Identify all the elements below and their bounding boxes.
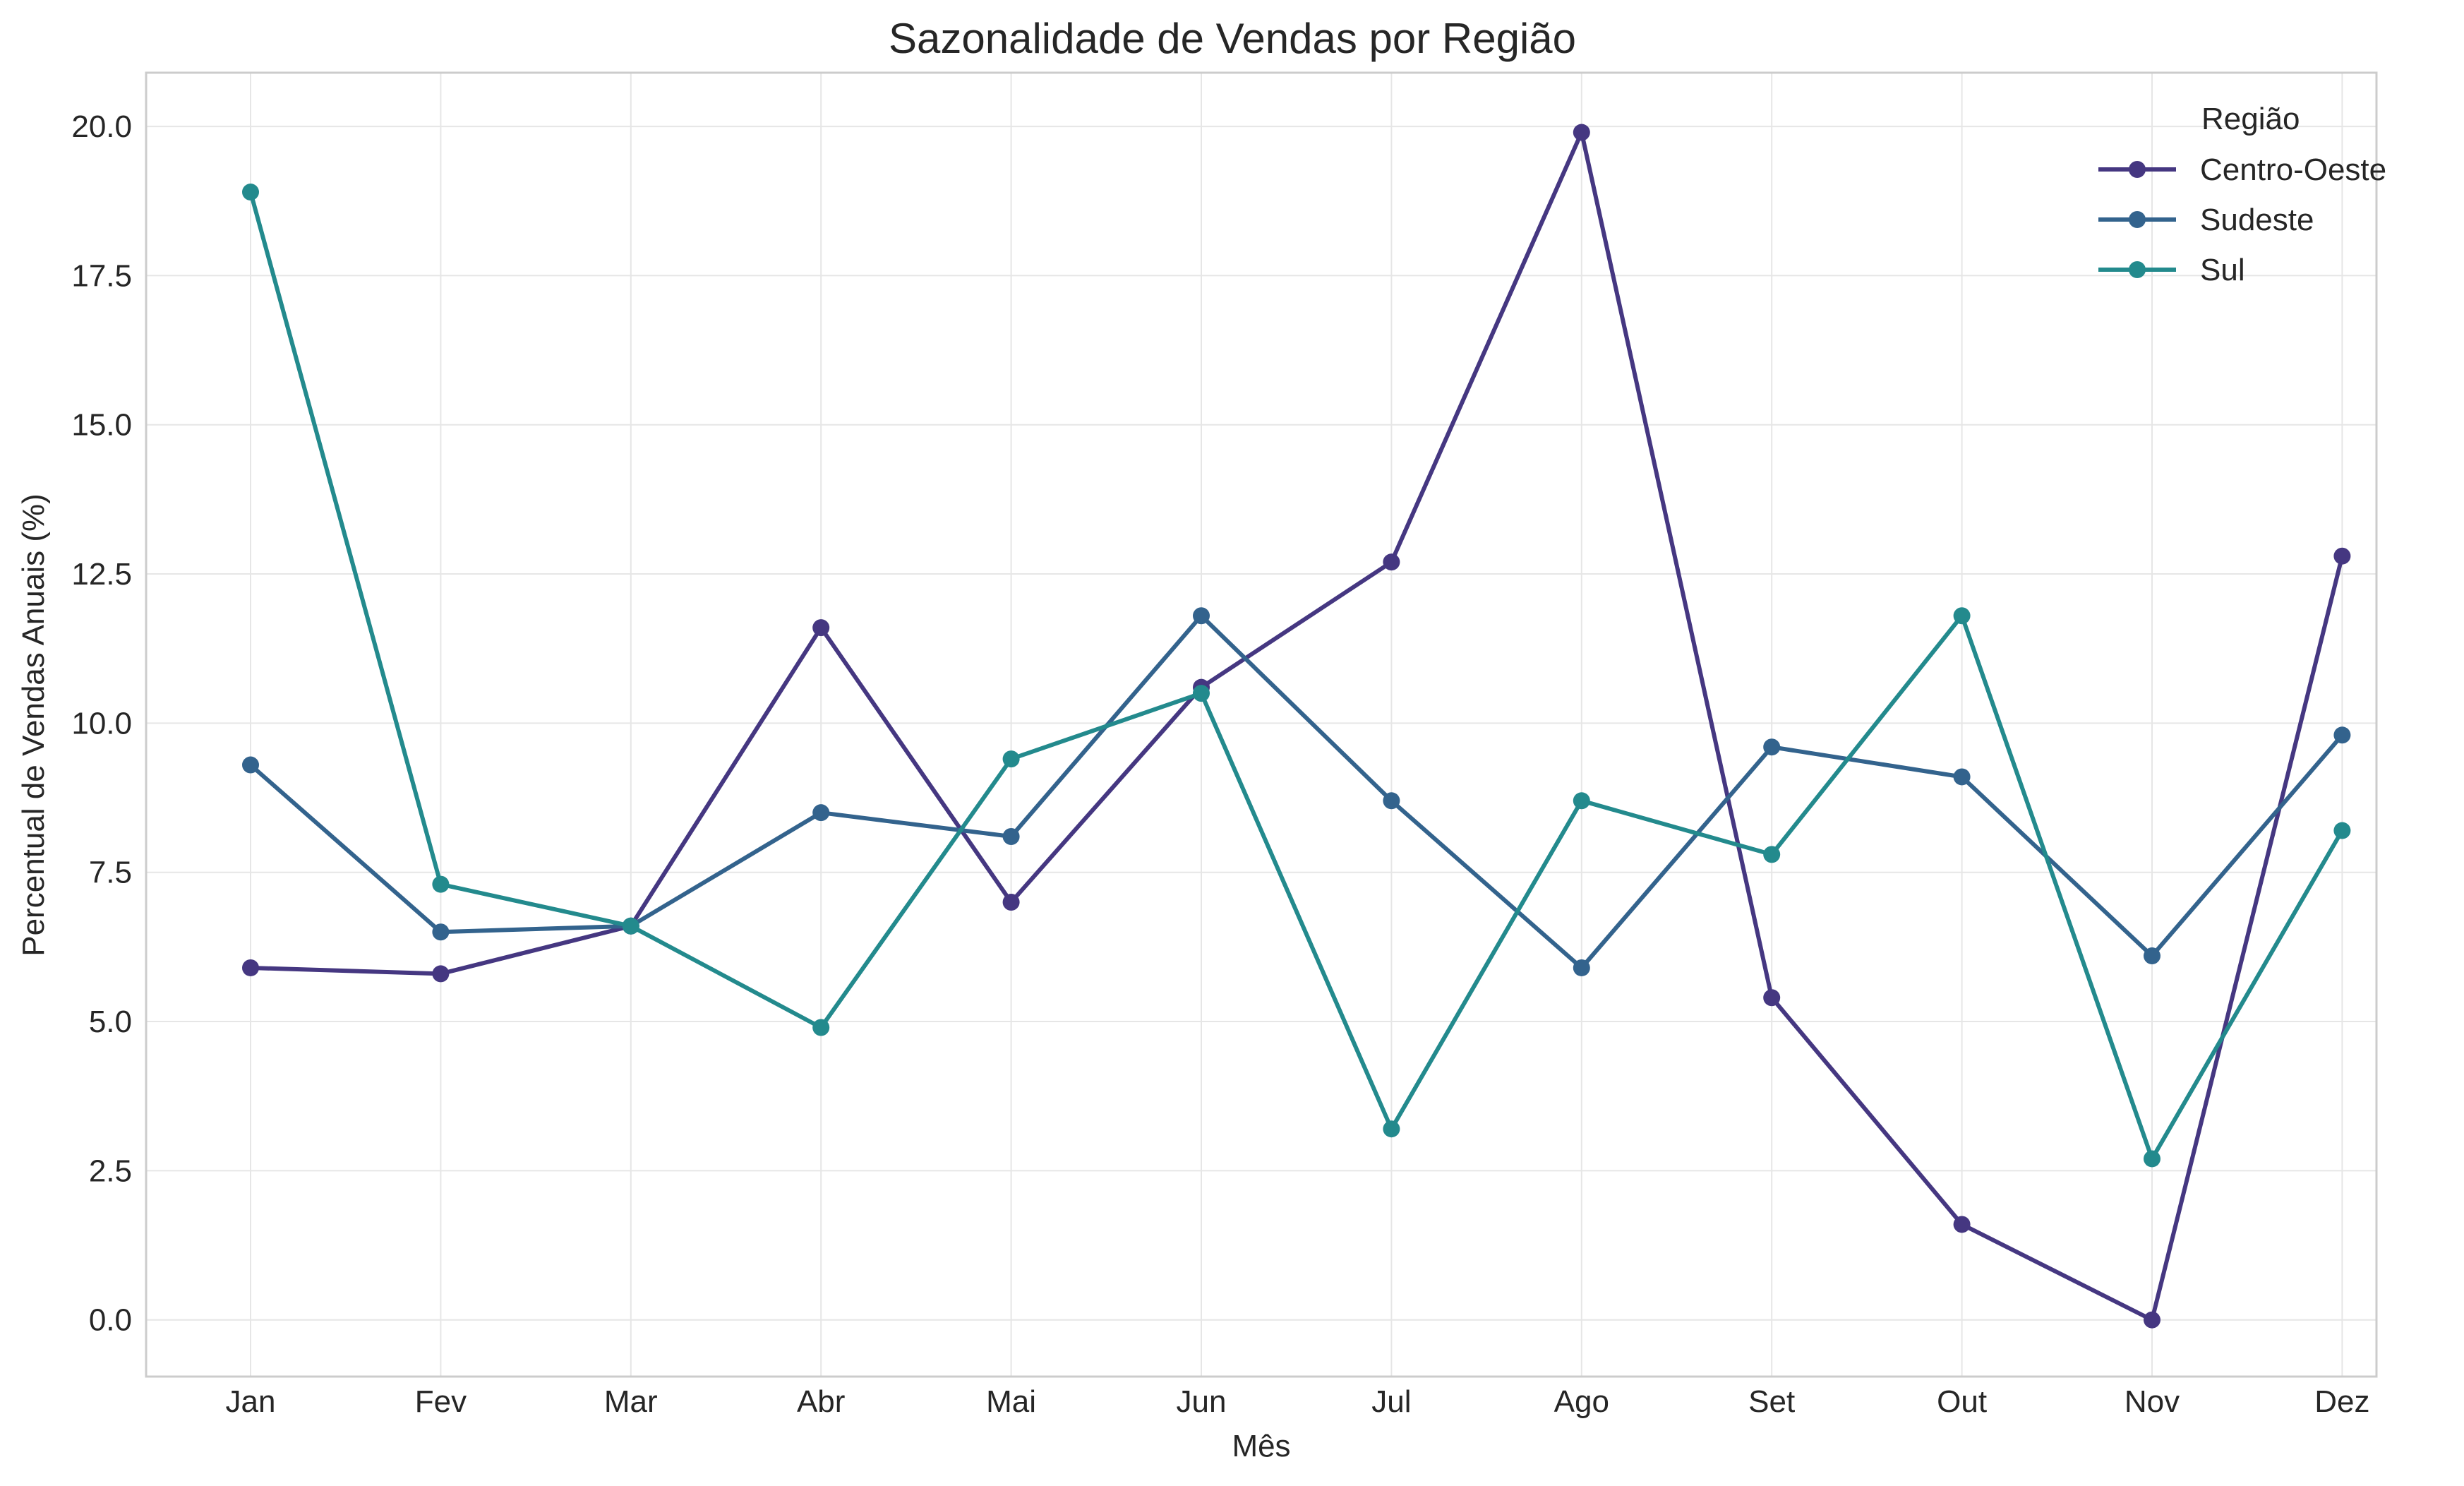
data-point-sudeste bbox=[1573, 959, 1590, 976]
legend-marker-centro-oeste bbox=[2129, 161, 2146, 178]
x-axis-ticks: Jan Fev Mar Abr Mai Jun Jul Ago Set Out Nov Dez bbox=[226, 1384, 2370, 1419]
x-tick-label: Jun bbox=[1177, 1384, 1227, 1419]
data-point-sudeste bbox=[432, 923, 450, 941]
x-tick-label: Dez bbox=[2314, 1384, 2369, 1419]
y-tick-label: 5.0 bbox=[89, 1005, 132, 1039]
data-point-sudeste bbox=[242, 756, 259, 774]
data-point-sul bbox=[622, 917, 639, 935]
series-line-sul bbox=[248, 191, 2344, 1161]
y-tick-label: 0.0 bbox=[89, 1303, 132, 1338]
data-point-centro-oeste bbox=[2333, 547, 2351, 565]
data-point-sul bbox=[812, 1019, 830, 1036]
y-tick-label: 2.5 bbox=[89, 1154, 132, 1188]
y-tick-label: 17.5 bbox=[71, 258, 132, 293]
y-tick-label: 7.5 bbox=[89, 856, 132, 890]
data-point-sudeste bbox=[2144, 947, 2160, 965]
data-point-centro-oeste bbox=[1763, 989, 1781, 1007]
data-point-sul bbox=[1953, 607, 1971, 625]
x-tick-label: Ago bbox=[1554, 1384, 1609, 1419]
data-point-sul bbox=[1193, 685, 1210, 702]
legend-label-centro-oeste: Centro-Oeste bbox=[2200, 152, 2386, 187]
legend-title: Região bbox=[2201, 102, 2300, 136]
data-point-sudeste bbox=[812, 804, 830, 822]
legend-item-centro-oeste: Centro-Oeste bbox=[2098, 152, 2386, 187]
series-sul bbox=[242, 184, 2351, 1168]
y-tick-label: 20.0 bbox=[71, 109, 132, 144]
data-point-sul bbox=[2333, 822, 2351, 839]
series-sudeste bbox=[242, 607, 2351, 976]
series-centro-oeste bbox=[242, 124, 2351, 1329]
data-point-centro-oeste bbox=[242, 959, 259, 976]
data-point-sudeste bbox=[1763, 738, 1781, 756]
legend-marker-sul bbox=[2129, 261, 2146, 278]
series-group bbox=[242, 124, 2351, 1329]
plot-frame bbox=[145, 71, 2378, 1378]
x-tick-label: Nov bbox=[2125, 1384, 2180, 1419]
data-point-sudeste bbox=[2333, 726, 2351, 744]
data-point-sul bbox=[432, 875, 450, 893]
data-point-centro-oeste bbox=[1002, 893, 1020, 911]
data-point-sudeste bbox=[1002, 827, 1020, 845]
data-point-centro-oeste bbox=[1383, 553, 1400, 571]
data-point-sul bbox=[1763, 846, 1781, 863]
data-point-sul bbox=[242, 184, 259, 201]
data-point-centro-oeste bbox=[432, 965, 450, 983]
y-tick-label: 15.0 bbox=[71, 408, 132, 443]
data-point-sul bbox=[2144, 1150, 2160, 1168]
data-point-centro-oeste bbox=[2144, 1311, 2160, 1329]
x-tick-label: Jul bbox=[1371, 1384, 1411, 1419]
data-point-sudeste bbox=[1953, 768, 1971, 786]
y-axis-ticks: 0.0 2.5 5.0 7.5 10.0 12.5 15.0 17.5 20.0 bbox=[71, 109, 132, 1338]
x-tick-label: Mar bbox=[604, 1384, 658, 1419]
x-tick-label: Abr bbox=[797, 1384, 845, 1419]
x-tick-label: Out bbox=[1937, 1384, 1987, 1419]
x-tick-label: Jan bbox=[226, 1384, 276, 1419]
x-tick-label: Mai bbox=[986, 1384, 1036, 1419]
data-point-sul bbox=[1002, 750, 1020, 768]
x-tick-label: Set bbox=[1748, 1384, 1795, 1419]
series-line-sudeste bbox=[249, 613, 2344, 970]
legend-marker-sudeste bbox=[2129, 211, 2146, 228]
legend-item-sudeste: Sudeste bbox=[2098, 203, 2314, 237]
data-point-sudeste bbox=[1383, 792, 1400, 810]
gridlines bbox=[146, 73, 2376, 1377]
y-tick-label: 12.5 bbox=[71, 557, 132, 592]
y-tick-label: 10.0 bbox=[71, 706, 132, 741]
x-tick-label: Fev bbox=[415, 1384, 467, 1419]
data-point-centro-oeste bbox=[1953, 1216, 1971, 1233]
y-axis-label: Percentual de Vendas Anuais (%) bbox=[16, 493, 51, 957]
data-point-sul bbox=[1573, 792, 1590, 810]
legend: Região Centro-Oeste Sudeste Sul bbox=[2098, 102, 2386, 287]
legend-label-sul: Sul bbox=[2200, 253, 2245, 287]
series-line-centro-oeste bbox=[250, 130, 2345, 1322]
legend-item-sul: Sul bbox=[2098, 253, 2245, 287]
data-point-centro-oeste bbox=[1573, 124, 1590, 141]
data-point-sudeste bbox=[1193, 607, 1210, 625]
data-point-sul bbox=[1383, 1120, 1400, 1138]
data-point-centro-oeste bbox=[812, 619, 830, 637]
chart-title: Sazonalidade de Vendas por Região bbox=[889, 15, 1576, 62]
legend-label-sudeste: Sudeste bbox=[2200, 203, 2314, 237]
x-axis-label: Mês bbox=[1232, 1429, 1290, 1463]
